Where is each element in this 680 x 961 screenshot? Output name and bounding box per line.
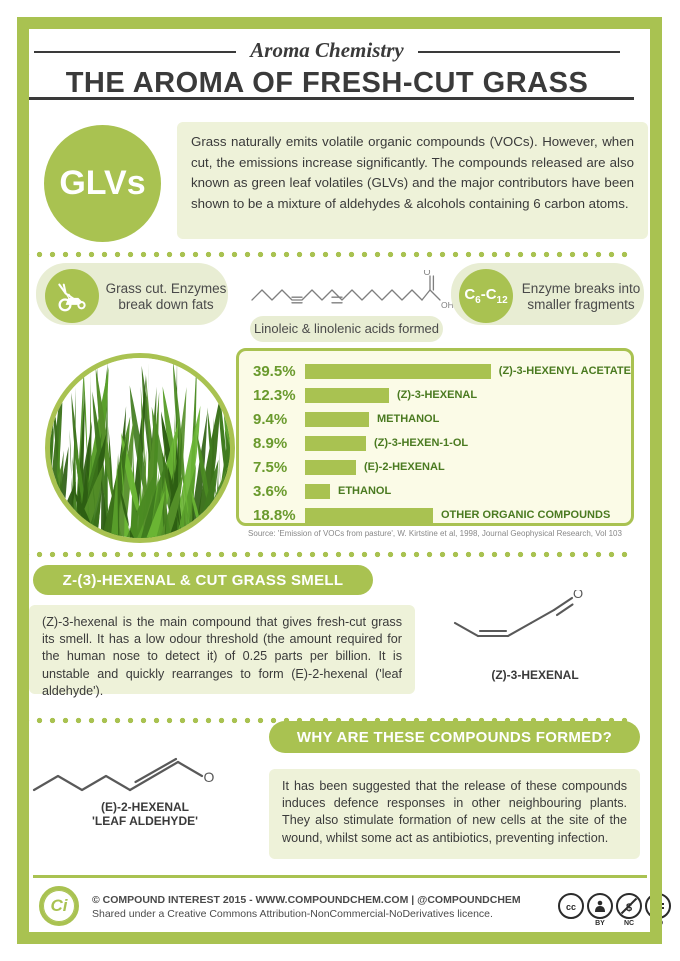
svg-text:O: O <box>423 270 430 277</box>
svg-text:O: O <box>573 590 583 601</box>
svg-text:cc: cc <box>566 902 576 912</box>
svg-text:O: O <box>204 769 215 785</box>
